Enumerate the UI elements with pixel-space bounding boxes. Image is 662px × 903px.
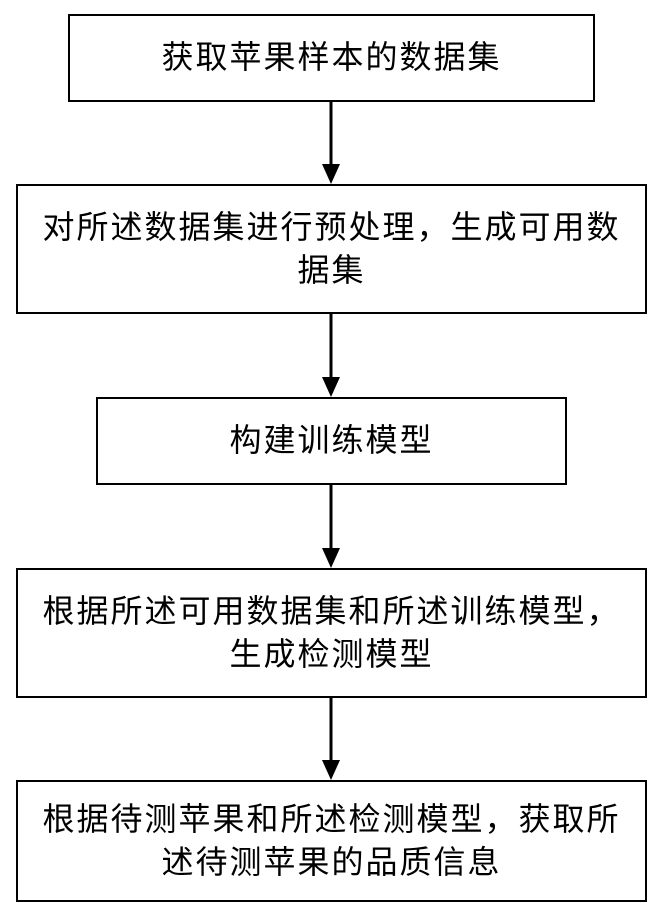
flow-node-1-label: 获取苹果样本的数据集 — [78, 36, 585, 79]
arrow-4-5 — [313, 698, 349, 780]
flow-node-2: 对所述数据集进行预处理，生成可用数据集 — [16, 184, 647, 314]
flow-node-2-label: 对所述数据集进行预处理，生成可用数据集 — [26, 206, 637, 292]
flow-node-4: 根据所述可用数据集和所述训练模型，生成检测模型 — [16, 568, 647, 698]
arrow-3-4 — [313, 485, 349, 568]
flow-node-3: 构建训练模型 — [96, 397, 567, 485]
flow-node-1: 获取苹果样本的数据集 — [68, 14, 595, 102]
arrow-2-3 — [313, 314, 349, 397]
flow-node-5: 根据待测苹果和所述检测模型，获取所述待测苹果的品质信息 — [16, 780, 647, 902]
arrow-1-2 — [313, 102, 349, 184]
flow-node-5-label: 根据待测苹果和所述检测模型，获取所述待测苹果的品质信息 — [26, 798, 637, 884]
flowchart-container: 获取苹果样本的数据集 对所述数据集进行预处理，生成可用数据集 构建训练模型 根据… — [0, 0, 662, 903]
flow-node-4-label: 根据所述可用数据集和所述训练模型，生成检测模型 — [26, 590, 637, 676]
flow-node-3-label: 构建训练模型 — [106, 419, 557, 462]
